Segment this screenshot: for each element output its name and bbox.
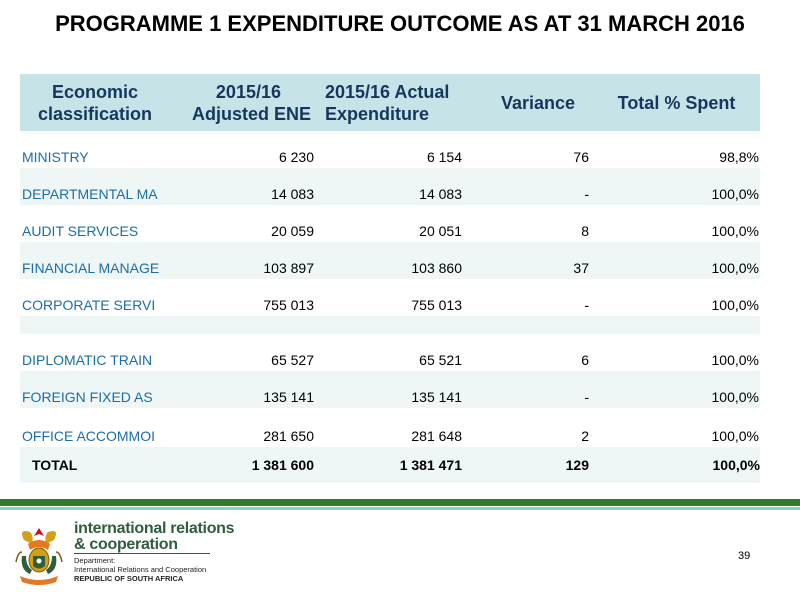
table-spacer-row [20, 131, 760, 142]
row-pct: 100,0% [711, 428, 759, 444]
brand-divider [74, 553, 210, 554]
header-line: Economic [51, 81, 139, 102]
row-label: DIPLOMATIC TRAIN [22, 352, 153, 368]
table-row: CORPORATE SERVI 755 013 755 013 - 100,0% [20, 279, 760, 316]
header-line: 2015/16 [215, 81, 281, 102]
row-label: AUDIT SERVICES [22, 223, 139, 239]
row-pct: 100,0% [711, 223, 759, 239]
row-actual: 135 141 [411, 389, 462, 405]
department-label: Department: [74, 556, 116, 565]
row-actual: 14 083 [419, 186, 462, 202]
footer-green-bar [0, 499, 800, 506]
total-label: TOTAL [32, 457, 78, 473]
header-line: classification [37, 103, 153, 124]
slide-title: PROGRAMME 1 EXPENDITURE OUTCOME AS AT 31… [55, 11, 745, 36]
row-label: MINISTRY [22, 149, 89, 165]
coat-of-arms-icon [15, 528, 63, 585]
row-pct: 100,0% [711, 297, 759, 313]
total-actual: 1 381 471 [399, 457, 462, 473]
row-actual: 755 013 [411, 297, 462, 313]
row-pct: 100,0% [711, 260, 759, 276]
table-header-row: Economic classification 2015/16 Adjusted… [20, 74, 760, 131]
row-actual: 6 154 [426, 149, 462, 165]
brand-line-2: & cooperation [74, 536, 178, 553]
footer-teal-bar [0, 507, 800, 510]
header-economic-classification: Economic classification [20, 74, 170, 131]
row-variance: 6 [581, 352, 589, 368]
table-total-row: TOTAL 1 381 600 1 381 471 129 100,0% [20, 447, 760, 483]
row-adjusted: 65 527 [271, 352, 314, 368]
header-line: Expenditure [325, 103, 430, 124]
header-total-spent: Total % Spent [617, 92, 736, 113]
row-variance: - [584, 186, 589, 202]
table-row: FOREIGN FIXED AS 135 141 135 141 - 100,0… [20, 371, 760, 408]
row-adjusted: 14 083 [271, 186, 314, 202]
table-row: MINISTRY 6 230 6 154 76 98,8% [20, 142, 760, 168]
header-line: Adjusted ENE [191, 103, 311, 124]
row-pct: 100,0% [711, 186, 759, 202]
expenditure-table: Economic classification 2015/16 Adjusted… [20, 74, 760, 483]
total-variance: 129 [565, 457, 589, 473]
header-adjusted-ene: 2015/16 Adjusted ENE [170, 74, 315, 131]
country-name: REPUBLIC OF SOUTH AFRICA [74, 574, 184, 583]
row-variance: 8 [581, 223, 589, 239]
row-pct: 100,0% [711, 352, 759, 368]
row-label: FINANCIAL MANAGE [22, 260, 160, 276]
brand-line-1: international relations [74, 520, 235, 537]
total-pct: 100,0% [712, 457, 760, 473]
table-row: OFFICE ACCOMMOI 281 650 281 648 2 100,0% [20, 408, 760, 447]
row-label: OFFICE ACCOMMOI [22, 428, 155, 444]
row-variance: - [584, 389, 589, 405]
row-actual: 65 521 [419, 352, 462, 368]
row-variance: - [584, 297, 589, 313]
table-row: DIPLOMATIC TRAIN 65 527 65 521 6 100,0% [20, 334, 760, 371]
row-actual: 20 051 [419, 223, 462, 239]
table-row: AUDIT SERVICES 20 059 20 051 8 100,0% [20, 205, 760, 242]
header-variance: Variance [500, 92, 575, 113]
row-adjusted: 281 650 [263, 428, 314, 444]
row-adjusted: 755 013 [263, 297, 314, 313]
header-actual-expenditure: 2015/16 Actual Expenditure [315, 74, 463, 131]
header-line: 2015/16 Actual [325, 81, 450, 102]
row-variance: 2 [581, 428, 589, 444]
row-actual: 281 648 [411, 428, 462, 444]
row-adjusted: 135 141 [263, 389, 314, 405]
row-adjusted: 6 230 [278, 149, 314, 165]
row-label: CORPORATE SERVI [22, 297, 156, 313]
table-spacer-row [20, 316, 760, 334]
row-variance: 76 [573, 149, 589, 165]
dirco-logo: international relations & cooperation De… [14, 518, 235, 592]
row-pct: 100,0% [711, 389, 759, 405]
table-row: DEPARTMENTAL MA 14 083 14 083 - 100,0% [20, 168, 760, 205]
row-adjusted: 103 897 [263, 260, 314, 276]
table-row: FINANCIAL MANAGE 103 897 103 860 37 100,… [20, 242, 760, 279]
row-adjusted: 20 059 [271, 223, 314, 239]
total-adjusted: 1 381 600 [251, 457, 314, 473]
row-label: DEPARTMENTAL MA [22, 186, 158, 202]
row-variance: 37 [573, 260, 589, 276]
page-number: 39 [738, 550, 751, 562]
row-actual: 103 860 [411, 260, 462, 276]
department-name: International Relations and Cooperation [74, 565, 207, 574]
row-pct: 98,8% [719, 149, 759, 165]
row-label: FOREIGN FIXED AS [22, 389, 153, 405]
